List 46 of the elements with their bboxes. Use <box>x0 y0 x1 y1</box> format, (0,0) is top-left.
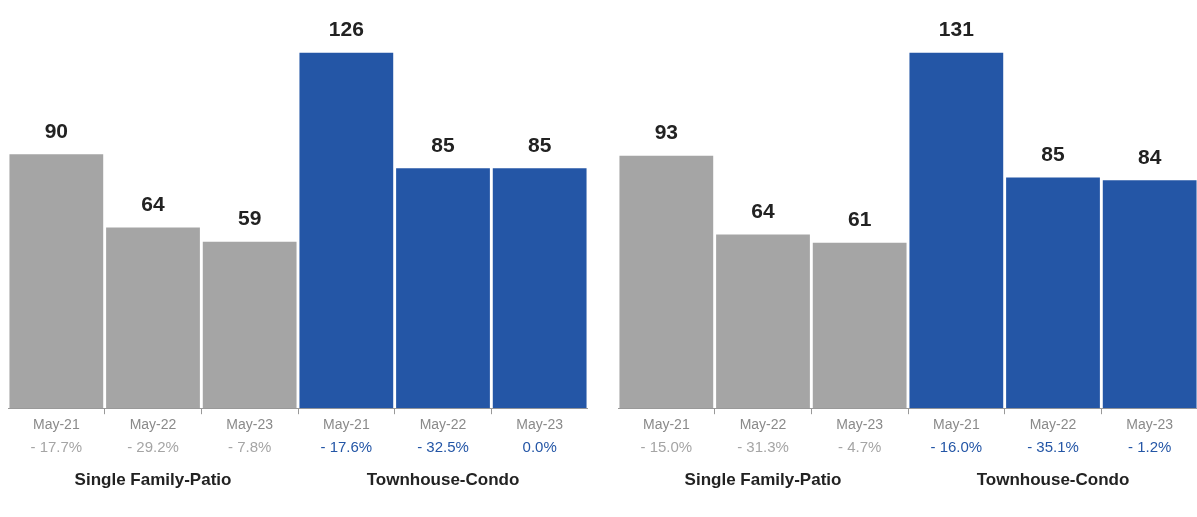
data-label: 61 <box>847 206 872 230</box>
data-label: 131 <box>938 16 975 40</box>
text: - 1.2% <box>1127 438 1172 456</box>
data-label: 84 <box>1137 144 1162 168</box>
x-tick-label: May-21 <box>932 416 980 433</box>
text: Townhouse-Condo <box>976 469 1130 489</box>
text: - 29.2% <box>127 438 179 456</box>
x-tick-label: May-22 <box>129 416 177 433</box>
x-tick-label: May-21 <box>642 416 690 433</box>
x-tick-label: May-22 <box>739 416 787 433</box>
text: 0.0% <box>522 438 557 456</box>
data-label: 93 <box>654 120 679 144</box>
text: - 31.3% <box>737 438 789 456</box>
data-label: 85 <box>527 132 552 156</box>
text: - 15.0% <box>640 438 693 456</box>
x-tick-label: May-23 <box>516 416 564 433</box>
bar <box>492 168 587 409</box>
text: - 7.8% <box>227 438 272 456</box>
x-tick-label: May-23 <box>1126 416 1174 433</box>
bar <box>1102 180 1197 409</box>
data-label: 59 <box>237 206 262 230</box>
text: - 17.6% <box>320 438 373 456</box>
x-tick-label: May-23 <box>836 416 884 433</box>
bar <box>1006 177 1100 409</box>
data-label: 85 <box>1041 141 1065 165</box>
x-tick-label: May-22 <box>419 416 467 433</box>
data-label: 90 <box>44 118 69 142</box>
x-tick-label: May-22 <box>1029 416 1077 433</box>
text: Townhouse-Condo <box>366 469 520 489</box>
text: - 35.1% <box>1027 438 1079 456</box>
text: - 16.0% <box>930 438 983 456</box>
x-tick-label: May-23 <box>226 416 274 433</box>
text: - 32.5% <box>417 438 469 456</box>
text: Single Family-Patio <box>74 469 232 489</box>
data-label: 64 <box>141 191 165 215</box>
data-label: 64 <box>751 198 775 222</box>
data-label: 85 <box>431 132 455 156</box>
text: - 17.7% <box>30 438 83 456</box>
text: - 4.7% <box>837 438 882 456</box>
bar <box>396 168 490 409</box>
x-tick-label: May-21 <box>322 416 370 433</box>
data-label: 126 <box>328 16 364 40</box>
text: Single Family-Patio <box>684 469 842 489</box>
x-tick-label: May-21 <box>32 416 80 433</box>
bar <box>909 52 1004 409</box>
bar <box>299 52 394 409</box>
